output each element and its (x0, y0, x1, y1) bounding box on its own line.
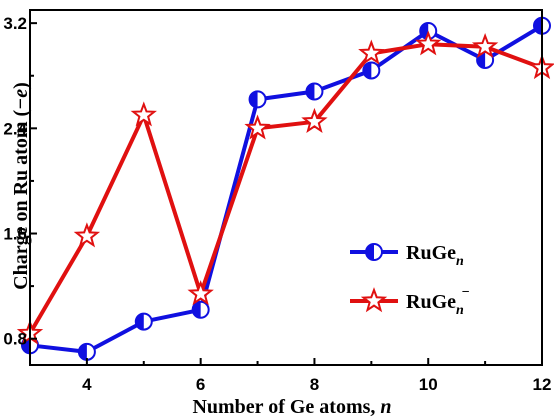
series-layer (16, 16, 554, 361)
data-point-star (187, 280, 214, 306)
data-point-star (73, 222, 101, 248)
data-point-star (244, 114, 271, 140)
data-point-circle (362, 61, 381, 80)
series-ruge-anion (16, 30, 554, 345)
data-point-star (471, 32, 499, 59)
legend-label-ruge-anion: RuGen− (406, 285, 470, 318)
x-tick-label: 12 (533, 375, 552, 394)
legend-marker-ruge (365, 243, 383, 261)
legend-label-ruge: RuGen (406, 242, 464, 269)
legend-marker-ruge-anion (360, 287, 388, 313)
legend-item-ruge: RuGen (350, 242, 464, 269)
axis-ticks: 4 6 8 10 12 0.8 1.6 2.4 3.2 (3, 14, 551, 394)
legend-item-ruge-anion: RuGen− (350, 285, 470, 318)
x-tick-label: 6 (196, 375, 205, 394)
data-point-circle (134, 312, 153, 331)
data-point-star (415, 30, 442, 56)
data-point-star (358, 39, 385, 65)
y-axis-title: Charge on Ru atom (−e) (10, 82, 32, 290)
series-ruge (21, 16, 551, 361)
x-tick-label: 4 (82, 375, 92, 394)
series-line (28, 42, 543, 335)
y-tick-label: 1.6 (3, 225, 27, 244)
y-tick-label: 3.2 (3, 14, 27, 33)
data-point-circle (305, 82, 324, 101)
y-tick-label: 2.4 (3, 119, 27, 138)
series-line (29, 24, 544, 354)
legend: RuGen RuGen− (350, 242, 470, 318)
data-point-circle (77, 342, 96, 361)
y-tick-label: 0.8 (3, 330, 27, 349)
x-tick-label: 8 (310, 375, 319, 394)
data-point-star (130, 101, 157, 127)
x-axis-title: Number of Ge atoms, n (192, 396, 391, 418)
data-point-circle (248, 90, 267, 109)
plot-frame (29, 9, 543, 366)
data-point-star (301, 107, 328, 133)
data-point-circle (191, 300, 210, 319)
x-tick-label: 10 (419, 375, 438, 394)
